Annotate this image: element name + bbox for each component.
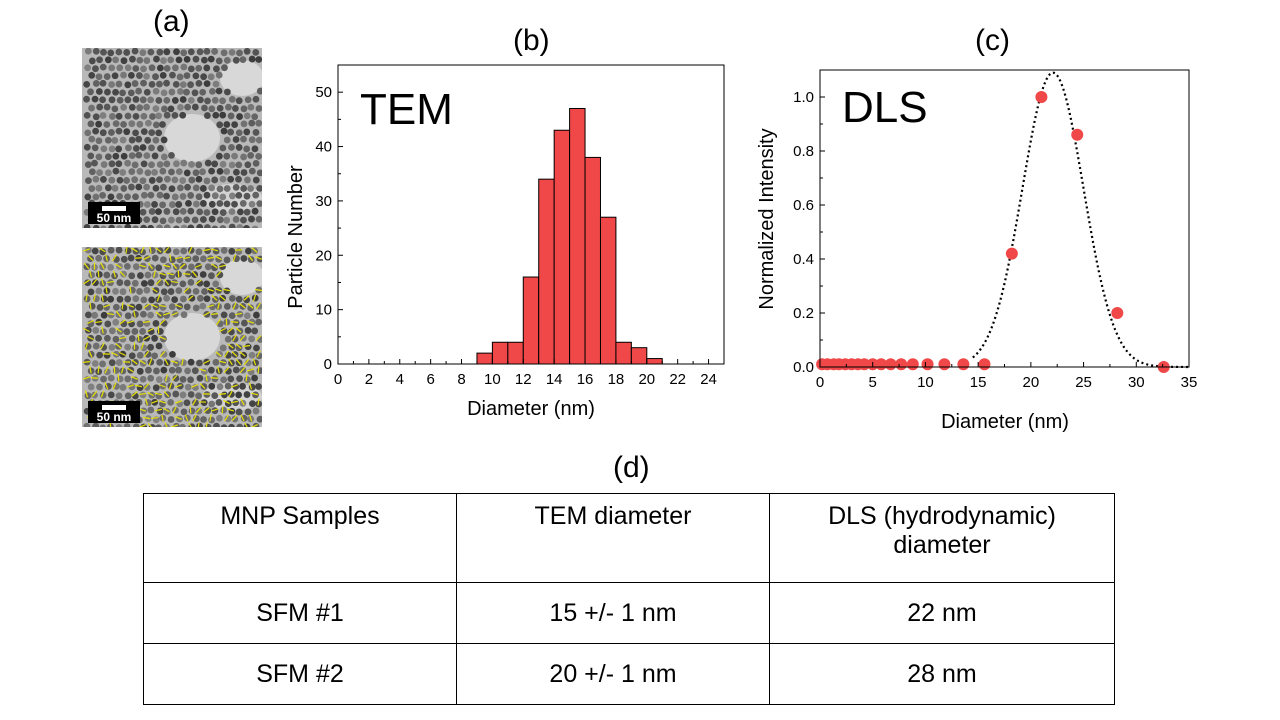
histogram-bar [507, 341, 524, 365]
y-tick-label: 50 [315, 84, 332, 101]
table-cell: 20 +/- 1 nm [456, 643, 770, 705]
tem-micrograph-annotated-image [82, 247, 262, 427]
panel-label-d: (d) [613, 451, 650, 484]
x-tick-label: 10 [484, 371, 501, 388]
dls-data-point [921, 358, 934, 371]
y-tick-label: 0.4 [793, 251, 814, 268]
table-header-cell: TEM diameter [456, 493, 770, 583]
dls-data-point [884, 358, 897, 371]
dls-data-point [938, 358, 951, 371]
x-tick-label: 30 [1128, 374, 1145, 391]
x-tick-label: 20 [1023, 374, 1040, 391]
table-cell: SFM #1 [143, 582, 457, 644]
histogram-bar [553, 129, 571, 365]
histogram-title: TEM [360, 85, 453, 134]
x-tick-label: 22 [669, 371, 686, 388]
dls-data-point [1005, 247, 1018, 260]
table-cell: 28 nm [769, 643, 1115, 705]
dls-fit-curve [972, 71, 1190, 369]
dls-data-point [957, 358, 970, 371]
x-tick-label: 25 [1075, 374, 1092, 391]
dls-xlabel: Diameter (nm) [941, 411, 1069, 433]
scale-bar: 50 nm [88, 401, 140, 424]
histogram-bar [569, 107, 586, 365]
y-tick-label: 0 [324, 356, 332, 373]
histogram-bar [584, 156, 601, 365]
histogram-bar [599, 216, 617, 365]
dls-data-point [978, 358, 991, 371]
histogram-plot-frame [337, 64, 725, 365]
y-tick-label: 20 [315, 247, 332, 264]
dls-data-point [1111, 307, 1124, 319]
x-tick-label: 4 [396, 371, 404, 388]
x-tick-label: 35 [1181, 374, 1198, 391]
table-cell: 15 +/- 1 nm [456, 582, 770, 644]
x-tick-label: 16 [577, 371, 594, 388]
dls-data-point [1035, 91, 1048, 103]
x-tick-label: 5 [869, 374, 877, 391]
x-tick-label: 8 [457, 371, 465, 388]
x-tick-label: 14 [546, 371, 563, 388]
dls-data-point [906, 358, 919, 371]
panel-label-a: (a) [153, 5, 190, 38]
tem-micrograph-image [82, 48, 262, 228]
dls-data-point [895, 358, 908, 371]
x-tick-label: 0 [334, 371, 342, 388]
histogram-bar [522, 276, 540, 365]
histogram-bar [630, 347, 648, 365]
table-header-row: MNP Samples TEM diameter DLS (hydrodynam… [143, 493, 1115, 583]
histogram-bar [538, 178, 555, 365]
dls-title: DLS [842, 83, 928, 132]
y-tick-label: 40 [315, 139, 332, 156]
histogram-bar [491, 341, 509, 365]
y-tick-label: 30 [315, 193, 332, 210]
dls-ylabel: Normalized Intensity [756, 128, 778, 309]
tem-micrograph-annotated: 50 nm [82, 247, 262, 427]
x-tick-label: 18 [608, 371, 625, 388]
table-cell: SFM #2 [143, 643, 457, 705]
histogram-bar [615, 341, 632, 365]
x-tick-label: 10 [917, 374, 934, 391]
panel-label-b: (b) [513, 24, 550, 57]
y-tick-label: 0.0 [793, 359, 814, 376]
table-header-cell: MNP Samples [143, 493, 457, 583]
x-tick-label: 20 [638, 371, 655, 388]
table-cell: 22 nm [769, 582, 1115, 644]
scale-bar: 50 nm [88, 202, 140, 225]
histogram-bar [646, 358, 663, 365]
dls-plot-frame [819, 69, 1190, 368]
x-tick-label: 15 [970, 374, 987, 391]
mnp-summary-table: MNP Samples TEM diameter DLS (hydrodynam… [143, 493, 1115, 705]
scale-bar-label: 50 nm [96, 211, 132, 225]
panel-label-c: (c) [975, 24, 1010, 57]
x-tick-label: 6 [426, 371, 434, 388]
table-header-cell: DLS (hydrodynamic) diameter [769, 493, 1115, 583]
y-tick-label: 0.6 [793, 197, 814, 214]
histogram-xlabel: Diameter (nm) [467, 398, 595, 420]
y-tick-label: 1.0 [793, 89, 814, 106]
tem-micrograph: 50 nm [82, 48, 262, 228]
x-tick-label: 24 [700, 371, 717, 388]
scale-bar-label: 50 nm [96, 410, 132, 424]
dls-data-point [1071, 128, 1084, 141]
histogram-ylabel: Particle Number [285, 165, 307, 309]
table-row: SFM #1 15 +/- 1 nm 22 nm [143, 582, 1115, 644]
histogram-bar [476, 352, 493, 365]
x-tick-label: 2 [365, 371, 373, 388]
x-tick-label: 12 [515, 371, 532, 388]
y-tick-label: 0.8 [793, 143, 814, 160]
y-tick-label: 0.2 [793, 305, 814, 322]
y-tick-label: 10 [315, 302, 332, 319]
dls-chart: DLS Normalized Intensity Diameter (nm) 0… [756, 69, 1198, 433]
x-tick-label: 0 [816, 374, 824, 391]
table-row: SFM #2 20 +/- 1 nm 28 nm [143, 643, 1115, 705]
